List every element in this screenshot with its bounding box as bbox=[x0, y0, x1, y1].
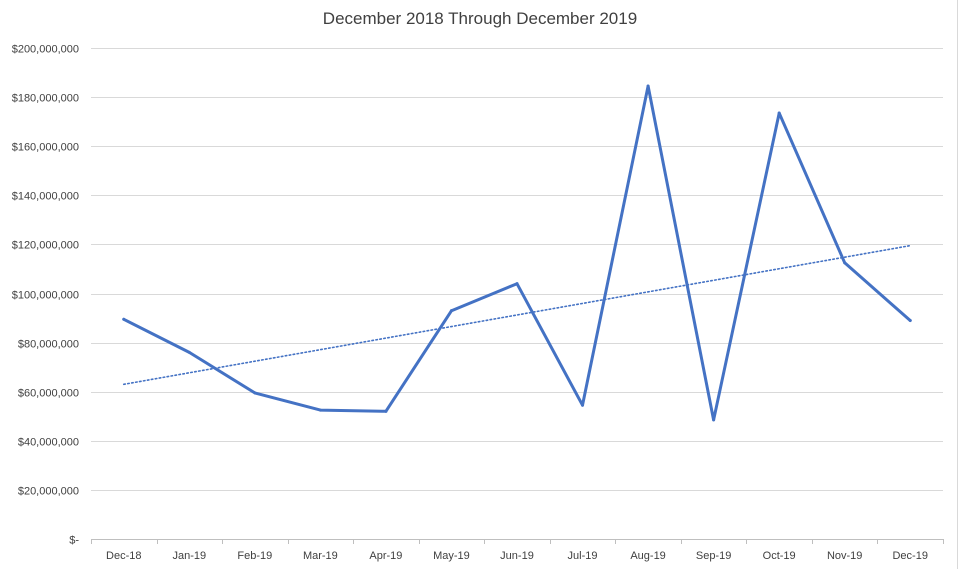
x-tick-label: Jan-19 bbox=[172, 550, 206, 562]
data-point-apr-19 bbox=[384, 409, 388, 413]
x-tick-label: Sep-19 bbox=[696, 550, 731, 562]
x-tick-label: Aug-19 bbox=[630, 550, 665, 562]
y-tick-label: $120,000,000 bbox=[12, 240, 79, 252]
y-tick-label: $- bbox=[69, 535, 79, 547]
y-tick-label: $20,000,000 bbox=[18, 486, 79, 498]
series-lines bbox=[122, 84, 912, 422]
y-tick-label: $40,000,000 bbox=[18, 437, 79, 449]
x-tick-label: Jul-19 bbox=[568, 550, 598, 562]
data-point-nov-19 bbox=[843, 261, 847, 265]
trendline bbox=[122, 244, 912, 386]
y-tick-label: $140,000,000 bbox=[12, 191, 79, 203]
y-tick-label: $160,000,000 bbox=[12, 142, 79, 154]
data-point-aug-19 bbox=[646, 84, 650, 88]
x-axis-tick-labels: Dec-18 Jan-19 Feb-19 Mar-19 Apr-19 May-19 Jun-… bbox=[106, 550, 928, 562]
data-point-mar-19 bbox=[318, 408, 322, 412]
x-tick-label: Dec-18 bbox=[106, 550, 141, 562]
data-point-feb-19 bbox=[253, 391, 257, 395]
x-tick-label: Jun-19 bbox=[500, 550, 534, 562]
data-point-sep-19 bbox=[712, 418, 716, 422]
data-point-jun-19 bbox=[515, 282, 519, 286]
x-tick-label: Oct-19 bbox=[763, 550, 796, 562]
x-tick-label: Feb-19 bbox=[237, 550, 272, 562]
x-tick-label: Nov-19 bbox=[827, 550, 862, 562]
y-tick-label: $80,000,000 bbox=[18, 339, 79, 351]
data-point-may-19 bbox=[449, 309, 453, 313]
y-tick-label: $60,000,000 bbox=[18, 388, 79, 400]
chart-title: December 2018 Through December 2019 bbox=[322, 9, 638, 28]
x-tick-label: Dec-19 bbox=[892, 550, 927, 562]
data-point-oct-19 bbox=[777, 111, 781, 115]
y-tick-label: $100,000,000 bbox=[12, 290, 79, 302]
data-point-jan-19 bbox=[187, 350, 191, 354]
gridlines bbox=[91, 0, 958, 569]
x-tick-label: May-19 bbox=[433, 550, 470, 562]
data-point-jul-19 bbox=[581, 403, 585, 407]
data-point-dec-19 bbox=[908, 319, 912, 323]
data-point-dec-18 bbox=[122, 317, 126, 321]
x-tick-label: Mar-19 bbox=[303, 550, 338, 562]
y-tick-label: $200,000,000 bbox=[12, 44, 79, 56]
series-line bbox=[122, 84, 912, 422]
y-axis-tick-labels: $- $20,000,000 $40,000,000 $60,000,000 $80,0… bbox=[12, 44, 80, 547]
x-tick-label: Apr-19 bbox=[369, 550, 402, 562]
y-tick-label: $180,000,000 bbox=[12, 93, 79, 105]
